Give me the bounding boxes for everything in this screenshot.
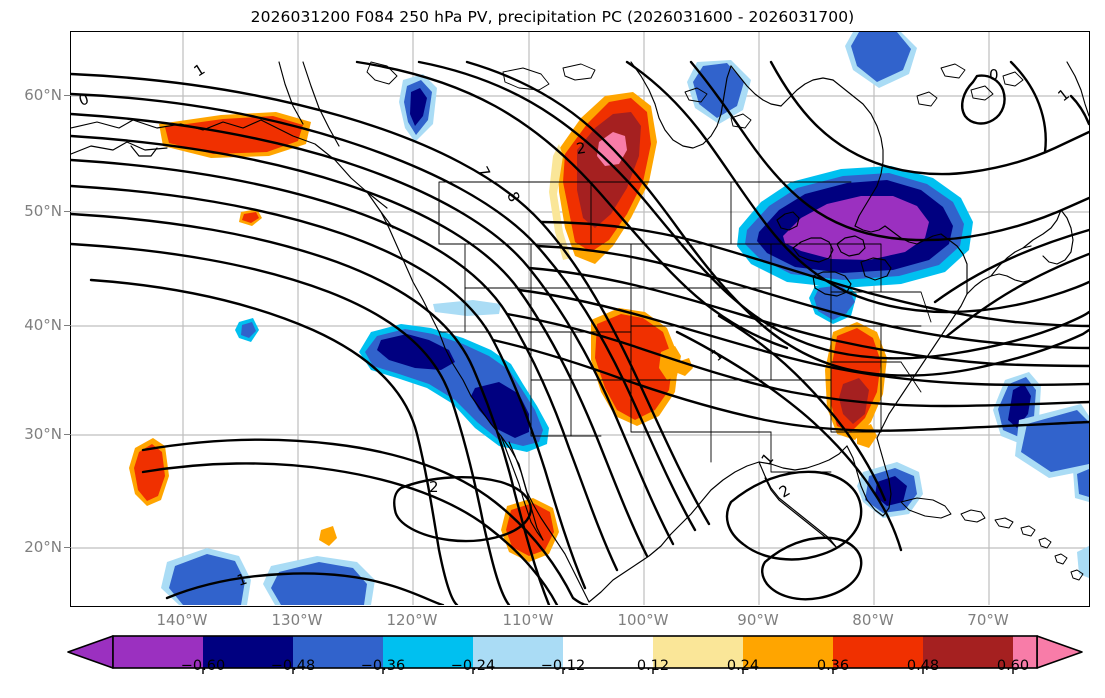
colorbar-tick-minus060: −0.60 (180, 658, 226, 674)
colorbar-tick-036: 0.36 (816, 658, 850, 674)
fill-bc-small-blue (399, 74, 437, 142)
x-tick-label-140W: 140°W (156, 611, 208, 629)
coastlines-and-borders (71, 61, 1089, 603)
colorbar-band-8 (833, 636, 923, 668)
fill-small-blue-pacific (235, 318, 259, 342)
contour-label-0-w: 0 (76, 90, 91, 110)
y-tick-label-50N: 50°N (24, 202, 62, 220)
colorbar-tick-minus024: −0.24 (450, 658, 496, 674)
fill-small-orange-baja (319, 526, 337, 546)
colorbar-band-9 (923, 636, 1013, 668)
filled-contours (129, 32, 1089, 605)
colorbar-tick-012: 0.12 (636, 658, 670, 674)
map-plot-area: 1 0 7 8 2 2 1 1 2 1 1 0 (70, 31, 1090, 607)
colorbar: −0.60 −0.48 −0.36 −0.24 −0.12 0.12 0.24 … (0, 632, 1105, 698)
fill-labrador-blue (845, 32, 917, 88)
fill-central-canada-positive (557, 92, 657, 264)
fill-small-orange-dot-nw (239, 209, 262, 226)
x-tick-label-80W: 80°W (852, 611, 894, 629)
y-tick-label-40N: 40°N (24, 316, 62, 334)
colorbar-tick-minus048: −0.48 (270, 658, 316, 674)
page-title: 2026031200 F084 250 hPa PV, precipitatio… (250, 8, 855, 26)
colorbar-band-2 (293, 636, 383, 668)
pv-contours (71, 60, 1089, 605)
x-tick-label-90W: 90°W (737, 611, 779, 629)
x-tick-label-110W: 110°W (502, 611, 554, 629)
x-tick-label-100W: 100°W (617, 611, 669, 629)
colorbar-band-10 (1013, 636, 1037, 668)
contour-label-2-se: 2 (776, 481, 793, 501)
colorbar-tick-048: 0.48 (906, 658, 940, 674)
contour-label-2-canada: 2 (575, 139, 587, 158)
colorbar-bands (113, 636, 1037, 668)
colorbar-tickmarks (202, 668, 1014, 674)
colorbar-outline (112, 635, 1038, 669)
y-tick-label-20N: 20°N (24, 538, 62, 556)
fill-pacific-sw-blue-2 (263, 556, 375, 605)
fill-far-east-edge-blue (1073, 464, 1089, 502)
colorbar-band-4 (473, 636, 563, 668)
map-canvas: 1 0 7 8 2 2 1 1 2 1 1 0 (71, 32, 1089, 605)
colorbar-extend-high (1036, 635, 1083, 669)
colorbar-canvas (67, 635, 1083, 674)
fill-southwest-negative (359, 324, 549, 452)
colorbar-tick-minus012: −0.12 (540, 658, 586, 674)
fill-central-canada-yellow-rim (549, 144, 571, 260)
colorbar-band-3 (383, 636, 473, 668)
fill-small-blue-ca-coast (433, 300, 501, 316)
colorbar-tick-060: 0.60 (996, 658, 1030, 674)
colorbar-band-7 (743, 636, 833, 668)
fill-mexico-west-orange (501, 498, 559, 562)
colorbar-band-6 (653, 636, 743, 668)
colorbar-band-5 (563, 636, 653, 668)
x-tick-label-70W: 70°W (967, 611, 1009, 629)
fill-far-right-lower-blue (1077, 546, 1089, 578)
contour-label-1-nw: 1 (191, 60, 209, 80)
contour-label-2-pacific: 2 (429, 478, 439, 496)
y-tick-label-60N: 60°N (24, 86, 62, 104)
colorbar-tick-minus036: −0.36 (360, 658, 406, 674)
contour-label-7: 7 (473, 163, 493, 180)
x-tick-label-120W: 120°W (386, 611, 438, 629)
y-tick-label-30N: 30°N (24, 425, 62, 443)
x-tick-label-130W: 130°W (271, 611, 323, 629)
colorbar-band-1 (203, 636, 293, 668)
fill-great-lakes-negative-core (737, 166, 973, 288)
colorbar-extend-low (67, 635, 114, 669)
colorbar-tick-024: 0.24 (726, 658, 760, 674)
colorbar-band-0 (113, 636, 203, 668)
contour-label-0-ne: 0 (989, 66, 999, 84)
